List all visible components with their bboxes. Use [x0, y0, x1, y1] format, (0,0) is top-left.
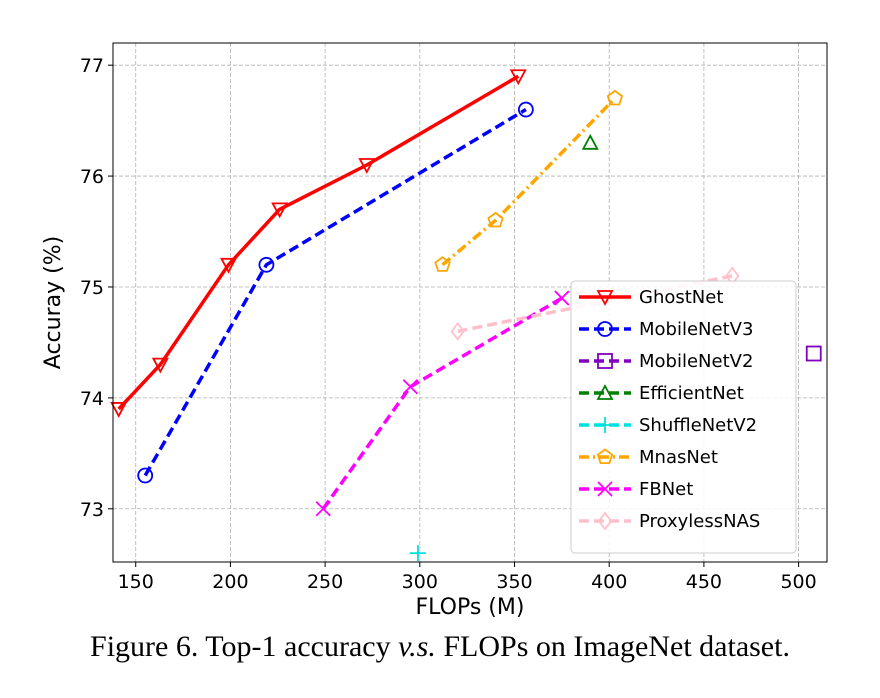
data-point: [509, 69, 527, 86]
x-tick-label: 300: [402, 571, 438, 593]
series-shufflenetv2: [409, 545, 426, 562]
data-point: [596, 384, 614, 400]
chart-svg: 150 200 250 300 350 400 450 500 73 74 75 76 77 FLOPs …: [41, 42, 828, 620]
series-line: [441, 97, 617, 267]
data-point: [220, 257, 238, 274]
data-point: [597, 417, 613, 433]
series-mobilenetv3: [137, 101, 534, 484]
y-tick-label: 77: [80, 55, 104, 77]
data-point: [597, 511, 613, 531]
x-axis-label: FLOPs (M): [416, 595, 525, 620]
legend-entry: GhostNet: [579, 287, 723, 308]
series-efficientnet: [581, 133, 599, 150]
data-point: [597, 353, 613, 369]
x-tick-label: 150: [118, 571, 154, 593]
plot-frame: [112, 42, 828, 563]
data-point: [271, 202, 289, 219]
data-point: [151, 357, 169, 374]
legend-label: EfficientNet: [639, 383, 744, 404]
y-axis-label: Accuray (%): [41, 236, 66, 369]
data-point: [596, 290, 614, 306]
x-tick-label: 400: [591, 571, 627, 593]
data-point: [597, 321, 613, 337]
data-point: [596, 448, 614, 465]
legend-entry: MobileNetV2: [579, 351, 753, 372]
legend-entry: MnasNet: [579, 447, 718, 468]
data-point: [554, 290, 570, 306]
series-mnasnet: [434, 89, 624, 272]
y-tick-label: 75: [80, 277, 104, 299]
data-point: [805, 345, 822, 362]
legend-label: GhostNet: [639, 287, 723, 308]
legend-label: MobileNetV2: [639, 351, 753, 372]
caption-italic: v.s.: [398, 630, 436, 663]
legend-label: ShuffleNetV2: [639, 415, 757, 436]
data-point: [409, 545, 426, 562]
data-point: [450, 321, 465, 341]
data-point: [434, 256, 451, 272]
data-point: [597, 481, 613, 497]
data-point: [402, 379, 418, 395]
data-point: [110, 402, 128, 418]
y-tick-label: 74: [80, 388, 104, 410]
legend-box: [570, 280, 797, 554]
data-point: [606, 89, 624, 106]
series-line: [321, 296, 563, 510]
data-point: [358, 158, 376, 174]
x-tick-label: 350: [496, 571, 532, 593]
series-fbnet: [315, 290, 570, 517]
legend-entry: MobileNetV3: [579, 319, 753, 340]
legend-entry: ProxylessNAS: [579, 511, 760, 532]
legend-label: MobileNetV3: [639, 319, 753, 340]
x-tick-label: 450: [686, 571, 722, 593]
data-point: [517, 101, 534, 118]
legend: GhostNet MobileNetV3 MobileNetV2 EfficientN…: [570, 280, 797, 554]
legend-entry: FBNet: [579, 479, 693, 500]
x-tick-label: 250: [307, 571, 343, 593]
y-tick-label: 76: [80, 166, 104, 188]
x-tick-label: 200: [212, 571, 248, 593]
caption-prefix: Figure 6. Top-1 accuracy: [90, 630, 399, 663]
legend-label: FBNet: [639, 479, 693, 500]
series-mobilenetv2: [805, 345, 822, 362]
figure-caption: Figure 6. Top-1 accuracy v.s. FLOPs on I…: [0, 630, 880, 664]
caption-suffix: FLOPs on ImageNet dataset.: [435, 630, 790, 663]
data-point: [581, 133, 599, 150]
data-point: [315, 501, 331, 517]
series-ghostnet: [110, 69, 527, 418]
legend-label: ProxylessNAS: [639, 511, 760, 532]
x-tick-label: 500: [780, 571, 816, 593]
data-point: [487, 211, 504, 228]
data-point: [258, 256, 275, 273]
series-line: [117, 74, 520, 411]
series-line: [143, 107, 527, 477]
legend-entry: ShuffleNetV2: [579, 415, 757, 436]
legend-label: MnasNet: [639, 447, 718, 468]
data-point: [137, 467, 154, 484]
y-tick-label: 73: [80, 499, 104, 521]
legend-entry: EfficientNet: [579, 383, 744, 404]
